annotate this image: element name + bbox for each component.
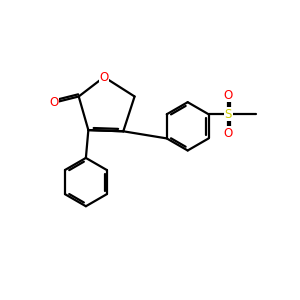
Text: O: O bbox=[224, 127, 233, 140]
Text: O: O bbox=[49, 96, 58, 109]
Text: O: O bbox=[99, 70, 109, 83]
Text: S: S bbox=[225, 108, 232, 121]
Text: O: O bbox=[224, 88, 233, 102]
